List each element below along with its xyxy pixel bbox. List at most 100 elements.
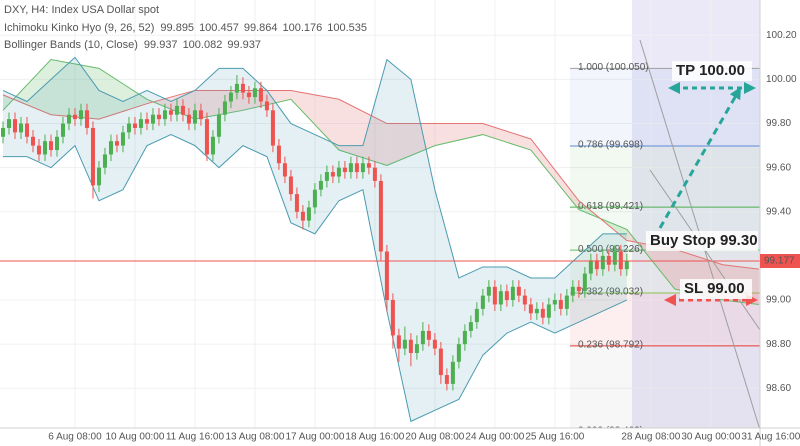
- candle-body: [474, 308, 479, 323]
- x-tick-label: 18 Aug 16:00: [345, 432, 404, 443]
- price-axis: [760, 0, 800, 446]
- x-tick-label: 10 Aug 00:00: [105, 432, 164, 443]
- x-tick-label: 30 Aug 00:00: [681, 432, 740, 443]
- indicator-value: 99.895: [160, 22, 194, 34]
- candle-body: [534, 308, 539, 314]
- candle-body: [342, 167, 347, 173]
- candle-body: [558, 300, 563, 309]
- cloud-segment: [530, 138, 579, 210]
- candle-body: [618, 251, 623, 270]
- candle-body: [348, 163, 353, 173]
- candle-body: [510, 286, 515, 301]
- candle-body: [612, 251, 617, 265]
- candle-body: [360, 163, 365, 173]
- y-tick-label: 99.80: [766, 118, 791, 129]
- candle-body: [588, 260, 593, 274]
- candle-body: [552, 300, 557, 305]
- y-tick-label: 98.60: [766, 383, 791, 394]
- candle-body: [180, 105, 185, 115]
- cloud-segment: [98, 68, 147, 120]
- annotation: TP 100.00: [676, 62, 745, 79]
- candle-body: [42, 141, 47, 155]
- indicator-line: [2, 134, 628, 423]
- candle-body: [66, 114, 71, 124]
- cloud-segment: [290, 90, 339, 151]
- candle-body: [540, 308, 545, 318]
- annotation-box: [672, 61, 752, 81]
- candle-body: [444, 375, 449, 384]
- candle-body: [450, 361, 455, 384]
- indicator-value: 100.082: [183, 39, 223, 51]
- annotation: SL 99.00: [684, 280, 745, 297]
- candle-body: [30, 136, 35, 146]
- candle-body: [90, 127, 95, 186]
- x-tick-label: 13 Aug 08:00: [225, 432, 284, 443]
- y-tick-label: 98.80: [766, 339, 791, 350]
- candle-body: [504, 291, 509, 301]
- candle-body: [228, 92, 233, 102]
- candle-body: [426, 330, 431, 340]
- direction-arrow: [658, 86, 741, 229]
- candle-body: [222, 101, 227, 115]
- x-tick-label: 17 Aug 00:00: [285, 432, 344, 443]
- candle-body: [186, 114, 191, 124]
- candle-body: [354, 163, 359, 173]
- indicator-value: 99.864: [244, 22, 278, 34]
- indicator-value: 99.937: [144, 39, 178, 51]
- indicator-name: Ichimoku Kinko Hyo (9, 26, 52): [4, 22, 154, 34]
- candle-body: [252, 88, 257, 98]
- indicator-line: [2, 89, 759, 270]
- candle-body: [270, 110, 275, 146]
- candle-body: [372, 167, 377, 181]
- fib-label: 0.500 (99.226): [578, 244, 643, 255]
- candle-body: [24, 123, 29, 137]
- candle-body: [84, 110, 89, 128]
- candle-body: [120, 132, 125, 146]
- candle-body: [396, 335, 401, 349]
- candle-body: [390, 300, 395, 336]
- indicator-line: [2, 59, 759, 305]
- candle-body: [294, 194, 299, 212]
- fib-zone: [570, 345, 760, 432]
- candle-body: [300, 211, 305, 221]
- annotation-box: [646, 231, 758, 251]
- candle-body: [234, 83, 239, 93]
- x-tick-label: 20 Aug 08:00: [405, 432, 464, 443]
- candle-body: [114, 141, 119, 146]
- candle-body: [12, 119, 17, 133]
- chart-title: DXY, H4: Index USA Dollar spot: [4, 4, 159, 16]
- fib-label: 0.382 (99.032): [578, 287, 643, 298]
- candle-body: [156, 114, 161, 120]
- candle-body: [132, 123, 137, 128]
- candle-body: [468, 322, 473, 331]
- candle-body: [102, 154, 107, 168]
- candle-body: [18, 123, 23, 133]
- candle-body: [108, 141, 113, 155]
- candle-body: [78, 110, 83, 120]
- fib-label: 0.786 (99.698): [578, 140, 643, 151]
- candle-body: [522, 295, 527, 305]
- candle-body: [0, 127, 5, 137]
- annotation-box: [680, 279, 752, 299]
- cloud-segment: [482, 123, 531, 151]
- candle-body: [366, 163, 371, 168]
- y-tick-label: 99.00: [766, 295, 791, 306]
- indicator-value: 100.457: [199, 22, 239, 34]
- indicator-value: 99.937: [227, 39, 261, 51]
- candle-body: [624, 260, 629, 270]
- candle-body: [204, 119, 209, 155]
- candle-body: [402, 339, 407, 349]
- annotation: Buy Stop 99.30: [650, 232, 758, 249]
- candle-body: [60, 123, 65, 137]
- candle-body: [210, 136, 215, 155]
- candle-body: [54, 136, 59, 151]
- candle-body: [282, 163, 287, 177]
- fib-label: 0.236 (98.792): [578, 340, 643, 351]
- cloud-segment: [434, 123, 483, 146]
- candle-body: [246, 92, 251, 98]
- candle-body: [306, 207, 311, 221]
- candle-body: [564, 295, 569, 309]
- candle-body: [516, 286, 521, 296]
- candle-body: [276, 145, 281, 164]
